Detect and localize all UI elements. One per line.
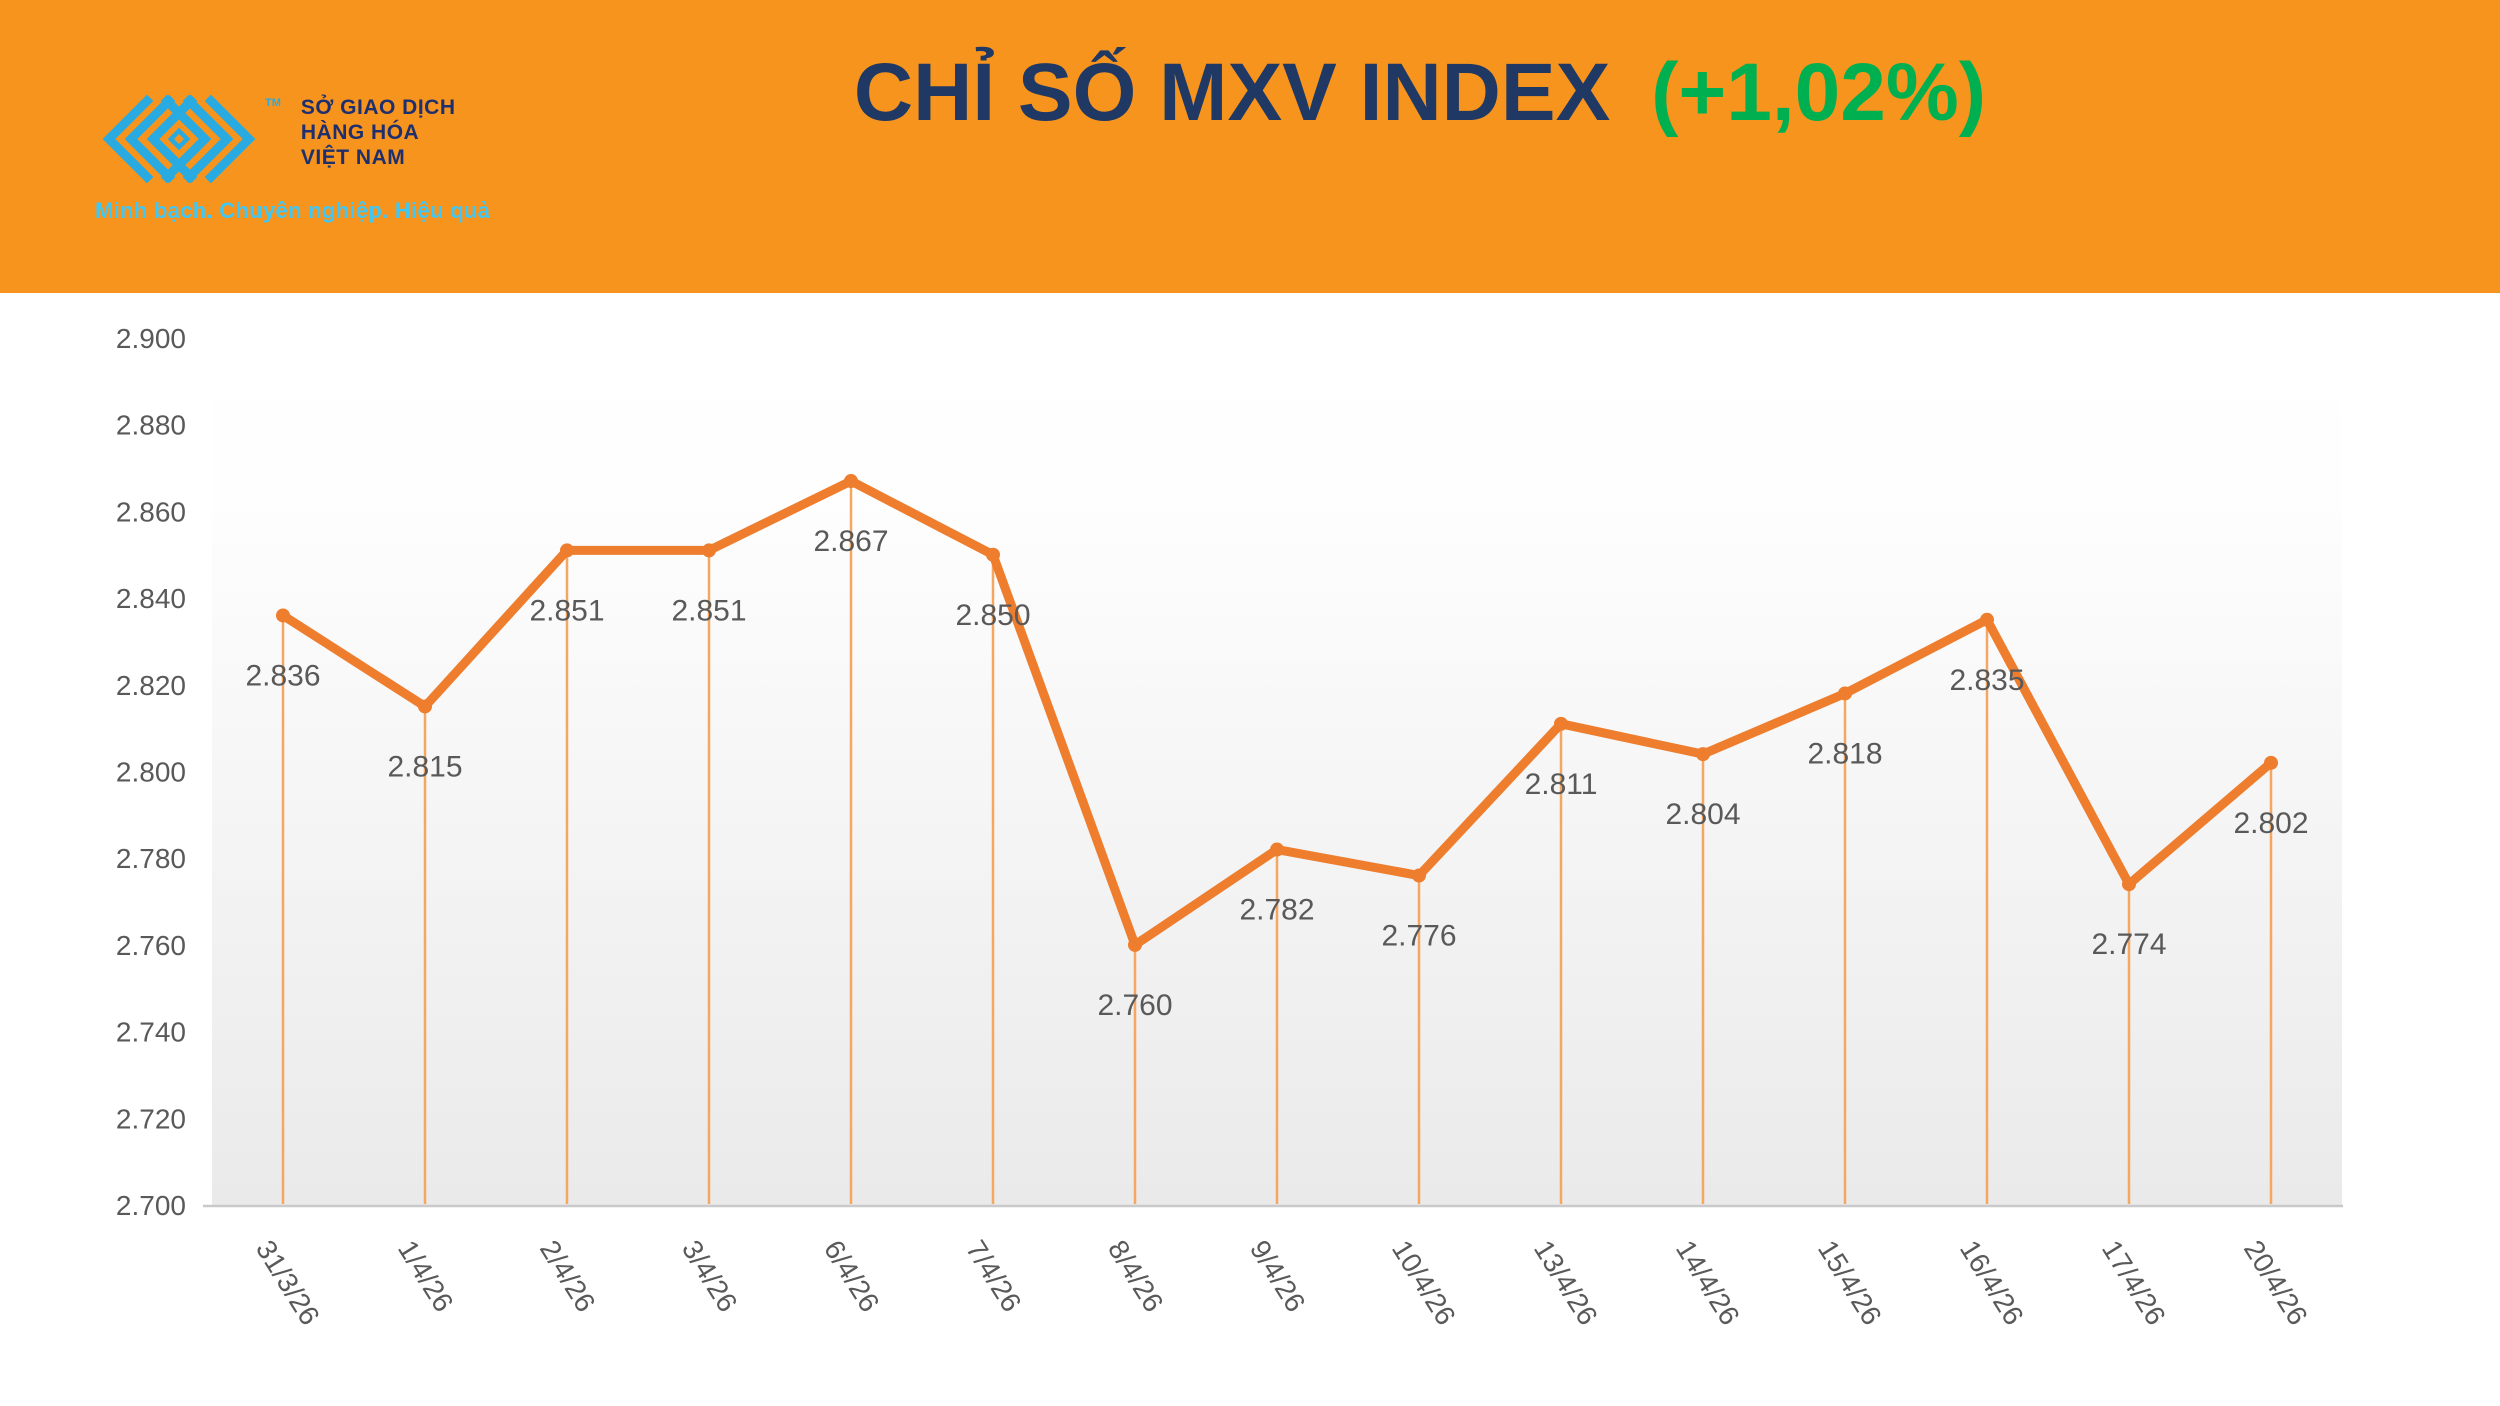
logo-org-name: SỞ GIAO DỊCH HÀNG HÓA VIỆT NAM (301, 95, 456, 170)
data-point-marker (1270, 842, 1284, 857)
y-axis-tick-label: 2.880 (116, 410, 186, 441)
data-point-label: 2.851 (529, 594, 604, 627)
data-point-label: 2.802 (2233, 807, 2308, 840)
data-point-marker (276, 608, 290, 623)
x-axis-tick-label: 31/3/26 (250, 1235, 326, 1331)
data-point-marker (702, 543, 716, 558)
logo-org-line: SỞ GIAO DỊCH (300, 96, 456, 119)
data-point-marker (560, 543, 574, 558)
data-point-label: 2.851 (671, 594, 746, 627)
data-point-label: 2.815 (387, 750, 462, 783)
x-axis-tick-label: 2/4/26 (534, 1235, 602, 1317)
x-axis-tick-label: 14/4/26 (1670, 1235, 1746, 1331)
data-point-marker (1554, 716, 1568, 731)
mxv-logo-mark (102, 95, 256, 183)
data-point-marker (986, 547, 1000, 562)
x-axis-tick-label: 1/4/26 (392, 1235, 460, 1317)
x-axis-tick-label: 17/4/26 (2096, 1235, 2172, 1331)
logo-tagline: Minh bạch. Chuyên nghiệp. Hiệu quả (95, 198, 491, 223)
data-point-label: 2.835 (1949, 664, 2024, 697)
chart-title-change-percent: (+1,02%) (1651, 47, 1987, 138)
x-axis-tick-label: 10/4/26 (1386, 1235, 1462, 1331)
data-point-label: 2.811 (1525, 768, 1598, 801)
data-point-label: 2.776 (1381, 920, 1456, 953)
y-axis-tick-label: 2.740 (116, 1017, 186, 1048)
data-point-label: 2.836 (245, 659, 320, 692)
mxv-logo: TM SỞ GIAO DỊCH HÀNG HÓA VIỆT NAM (95, 95, 455, 183)
x-axis-tick-label: 3/4/26 (676, 1235, 744, 1317)
chart-title: CHỈ SỐ MXV INDEX (+1,02%) (854, 46, 1986, 140)
data-point-label: 2.850 (955, 599, 1030, 632)
data-point-label: 2.818 (1807, 737, 1882, 770)
y-axis-tick-label: 2.700 (116, 1190, 186, 1221)
data-point-marker (2122, 877, 2136, 892)
data-point-marker (1696, 747, 1710, 762)
data-point-label: 2.804 (1665, 798, 1740, 831)
x-axis-tick-label: 13/4/26 (1528, 1235, 1604, 1331)
logo-org-line: HÀNG HÓA (300, 121, 420, 144)
y-axis-tick-label: 2.820 (116, 670, 186, 701)
y-axis-tick-label: 2.900 (116, 323, 186, 354)
x-axis-tick-label: 7/4/26 (960, 1235, 1028, 1317)
data-point-label: 2.867 (813, 525, 888, 558)
y-axis-tick-label: 2.780 (116, 843, 186, 874)
data-point-marker (1128, 937, 1142, 952)
header-banner: TM SỞ GIAO DỊCH HÀNG HÓA VIỆT NAM Minh b… (0, 0, 2500, 293)
y-axis-tick-label: 2.720 (116, 1103, 186, 1134)
x-axis-tick-label: 16/4/26 (1954, 1235, 2030, 1331)
y-axis-tick-label: 2.760 (116, 930, 186, 961)
data-point-marker (1980, 612, 1994, 627)
data-point-marker (1838, 686, 1852, 701)
data-point-marker (418, 699, 432, 714)
logo-org-line: VIỆT NAM (300, 146, 406, 169)
data-point-label: 2.782 (1239, 894, 1314, 927)
data-point-marker (2264, 755, 2278, 770)
trademark-symbol: TM (265, 97, 281, 109)
x-axis-tick-label: 6/4/26 (818, 1235, 886, 1317)
data-point-label: 2.760 (1097, 989, 1172, 1022)
x-axis-tick-label: 20/4/26 (2238, 1235, 2314, 1331)
chart-title-text: CHỈ SỐ MXV INDEX (853, 47, 1611, 138)
data-point-label: 2.774 (2091, 928, 2166, 961)
x-axis-tick-label: 15/4/26 (1812, 1235, 1888, 1331)
x-axis-tick-label: 9/4/26 (1244, 1235, 1312, 1317)
y-axis-tick-label: 2.800 (116, 757, 186, 788)
data-point-marker (1412, 868, 1426, 883)
x-axis-tick-label: 8/4/26 (1102, 1235, 1170, 1317)
y-axis-tick-label: 2.840 (116, 583, 186, 614)
y-axis-tick-label: 2.860 (116, 496, 186, 527)
data-point-marker (844, 474, 858, 489)
